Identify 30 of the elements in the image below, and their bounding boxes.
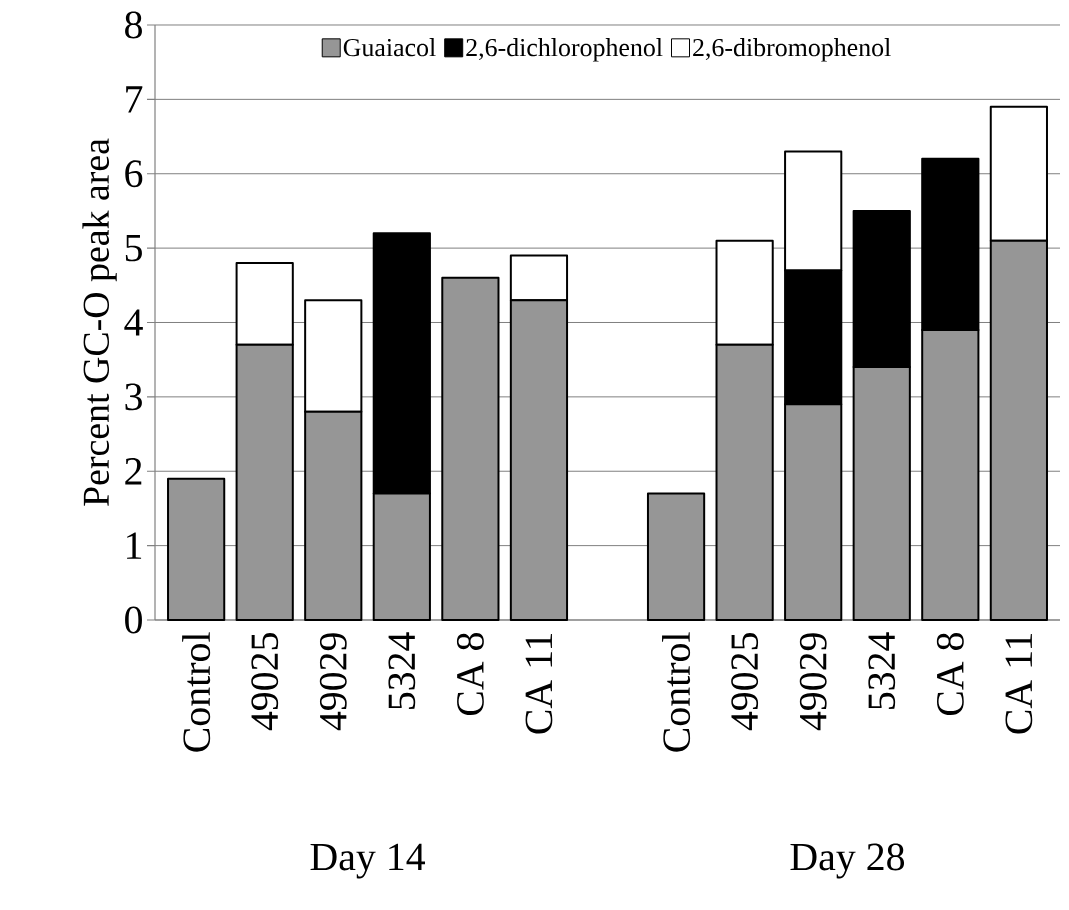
y-tick-label: 6 [125,160,143,188]
x-tick-label: 49029 [319,633,347,731]
y-tick-label: 0 [125,606,142,634]
bar [441,276,500,621]
x-tick-label: CA 11 [1005,633,1033,734]
text: Day 14 [310,843,426,879]
legend-label: 2,6-dichlorophenol [466,38,663,62]
x-tick-label: CA 8 [456,633,484,716]
bar [167,477,226,621]
y-tick-label: 1 [127,532,142,559]
legend-label: 2,6-dibromophenol [693,38,891,62]
y-axis-title: Percent GC-O peak area [82,138,117,506]
x-tick-label: CA 11 [525,633,553,734]
y-tick-label: 7 [126,86,143,113]
y-tick-label: 4 [124,309,143,336]
bar [646,492,706,621]
x-tick-label: Control [662,632,691,752]
y-tick-label: 5 [125,234,142,262]
x-tick-label: 49025 [251,633,279,731]
y-tick-label: 3 [125,383,142,411]
x-tick-label: 5324 [388,632,416,709]
y-tick-label: 2 [125,458,142,485]
x-tick-label: Control [182,632,211,752]
x-tick-label: 49029 [799,633,827,731]
x-tick-label: 49025 [731,633,759,731]
x-tick-label: 5324 [868,632,896,709]
y-tick-label: 8 [125,11,142,39]
legend-label: Guaiacol [343,38,436,57]
text: Day 28 [790,843,905,879]
x-tick-label: CA 8 [936,633,964,716]
